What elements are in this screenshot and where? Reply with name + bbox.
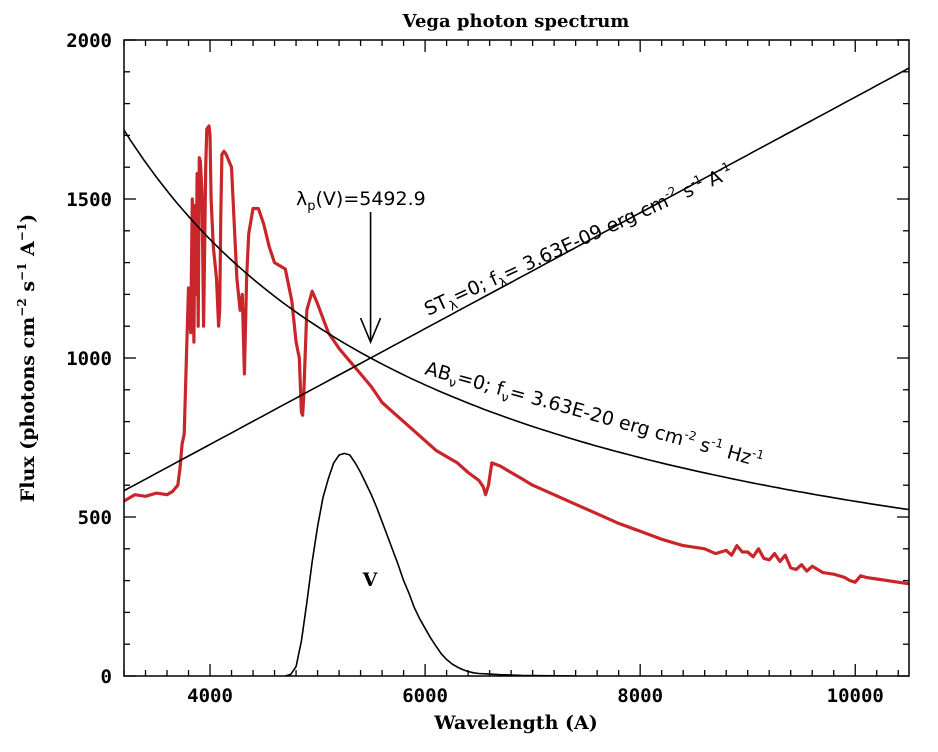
ab-reference-line <box>124 129 909 511</box>
x-tick-label: 6000 <box>402 685 448 707</box>
x-tick-label: 8000 <box>617 685 663 707</box>
plot-frame <box>123 39 910 677</box>
pivot-arrow <box>359 212 382 345</box>
y-axis-title: Flux (photons cm−2 s−1 A−1) <box>15 214 39 502</box>
v-filter-curve <box>285 452 576 676</box>
x-tick-label: 4000 <box>187 685 233 707</box>
x-tick-label: 10000 <box>827 685 884 707</box>
plot-area <box>124 67 909 676</box>
chart-title: Vega photon spectrum <box>402 11 630 32</box>
y-tick-label: 1000 <box>66 348 112 370</box>
st-line-label: STλ=0; fλ= 3.63E-09 erg cm-2 s-1 A-1 <box>420 159 738 324</box>
y-tick-label: 2000 <box>66 30 112 52</box>
v-band-label: V <box>362 569 379 591</box>
y-tick-label: 0 <box>101 666 112 688</box>
vega-spectrum-line <box>124 124 909 586</box>
st-reference-line <box>124 67 909 492</box>
axis-ticks: 4000 6000 8000 10000 0 500 1000 1500 2000 <box>66 30 909 707</box>
lambda-pivot-label: λp(V)=5492.9 <box>296 188 426 214</box>
x-axis-title: Wavelength (A) <box>433 712 597 734</box>
y-tick-label: 1500 <box>66 189 112 211</box>
ab-line-label: ABν=0; fν= 3.63E-20 erg cm-2 s-1 Hz-1 <box>422 356 766 476</box>
y-tick-label: 500 <box>78 507 112 529</box>
arrow-head <box>359 317 382 345</box>
